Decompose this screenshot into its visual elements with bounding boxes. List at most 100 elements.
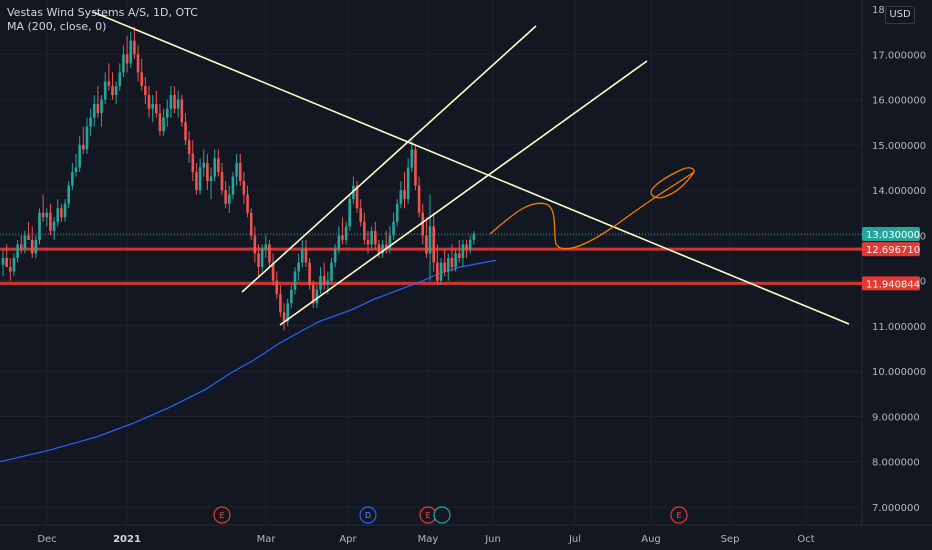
projection-path[interactable] xyxy=(489,167,695,250)
price-label-text: 11.940844 xyxy=(866,279,920,290)
event-label: E xyxy=(676,511,681,520)
candle-body xyxy=(457,253,461,259)
candle-body xyxy=(264,244,268,249)
candle xyxy=(1,248,5,277)
earnings-marker: E xyxy=(213,506,231,524)
candle-body xyxy=(359,208,362,222)
time-axis[interactable]: Dec 2021 Mar Apr May Jun Jul Aug Sep Oct xyxy=(37,534,814,545)
candle-body xyxy=(388,235,392,249)
currency-button[interactable]: USD xyxy=(885,6,915,24)
candle-body xyxy=(425,235,428,254)
support-price-label: 11.940844 xyxy=(862,276,920,291)
candle xyxy=(122,45,125,77)
candle-body xyxy=(443,262,446,272)
candles xyxy=(1,27,476,331)
candle xyxy=(5,244,8,268)
candle-body xyxy=(410,149,414,168)
candle xyxy=(395,199,399,227)
y-tick-label: 17.000000 xyxy=(872,50,926,61)
candle-body xyxy=(114,85,118,96)
candle xyxy=(67,181,70,209)
event-circle xyxy=(670,506,688,524)
moving-average xyxy=(0,259,497,463)
candle-body xyxy=(82,144,85,150)
candle-body xyxy=(417,185,421,213)
candle xyxy=(155,90,158,118)
candle xyxy=(384,230,388,254)
candle-body xyxy=(468,239,472,249)
dividend-marker: D xyxy=(359,506,377,524)
candle xyxy=(89,108,92,136)
symbol-title[interactable]: Vestas Wind Systems A/S, 1D, OTC xyxy=(7,6,198,19)
candle-body xyxy=(206,162,209,182)
candle xyxy=(103,72,107,105)
candle-body xyxy=(374,230,377,245)
candle-body xyxy=(158,113,162,132)
candle xyxy=(450,244,454,272)
indicator-label[interactable]: MA (200, close, 0) xyxy=(7,20,107,33)
candle xyxy=(38,208,41,245)
support-price-label: 12.696710 xyxy=(862,242,920,257)
candle-body xyxy=(370,230,373,245)
candle xyxy=(366,230,370,254)
candle xyxy=(30,226,34,259)
candle-body xyxy=(209,176,213,182)
channel-upper-line[interactable] xyxy=(241,25,537,293)
candle xyxy=(209,167,213,200)
candle-body xyxy=(224,190,227,204)
candle-body xyxy=(184,122,187,141)
candle xyxy=(381,239,384,259)
candle-body xyxy=(103,81,107,100)
candle-body xyxy=(195,172,198,191)
candle-body xyxy=(220,172,224,191)
candle-body xyxy=(125,54,129,64)
x-tick-label: May xyxy=(418,534,439,545)
candle xyxy=(107,63,111,91)
candle-body xyxy=(297,262,300,272)
event-circle xyxy=(213,506,231,524)
candle-body xyxy=(52,221,56,231)
candle xyxy=(337,226,341,254)
candle-body xyxy=(140,72,143,86)
candle xyxy=(414,144,417,191)
candle-body xyxy=(414,149,417,186)
event-label: E xyxy=(219,511,224,520)
candle xyxy=(92,95,96,127)
candle-body xyxy=(5,258,8,268)
candle-body xyxy=(129,40,133,64)
candle-body xyxy=(9,267,12,272)
y-tick-label: 16.000000 xyxy=(872,96,926,107)
candle xyxy=(468,235,472,254)
x-tick-label: Apr xyxy=(339,534,357,545)
candle-body xyxy=(202,162,206,168)
price-axis[interactable]: 7.000000 8.000000 9.000000 10.000000 11.0000… xyxy=(872,5,926,514)
candle xyxy=(301,239,304,268)
candle-body xyxy=(436,262,439,281)
candle-body xyxy=(111,85,114,96)
candle xyxy=(118,63,122,91)
candle xyxy=(235,153,238,186)
candle-body xyxy=(118,72,122,86)
candle-body xyxy=(341,235,344,240)
drawings xyxy=(92,11,850,326)
candle xyxy=(220,162,224,195)
channel-lower-line[interactable] xyxy=(279,60,648,326)
candle-body xyxy=(260,248,264,268)
candle-body xyxy=(30,239,34,254)
candle xyxy=(410,140,414,173)
candle xyxy=(176,90,180,118)
candle xyxy=(377,239,381,259)
candle xyxy=(253,226,257,263)
candle xyxy=(333,244,337,268)
downtrend-line[interactable] xyxy=(92,11,850,325)
candle xyxy=(224,181,227,209)
candle-body xyxy=(439,262,443,281)
candle xyxy=(311,280,315,308)
candle xyxy=(421,203,425,245)
candle-body xyxy=(169,95,173,109)
candle-body xyxy=(151,104,154,109)
price-label-text: 13.030000 xyxy=(866,230,920,241)
candle xyxy=(27,221,30,240)
